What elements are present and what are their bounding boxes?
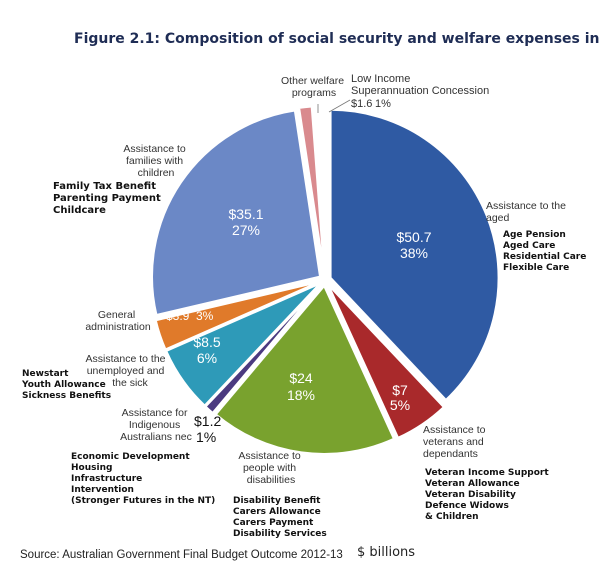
percent-label-lisc: 1% [375,98,391,110]
pie-slice-low-income-superannuation-concession [311,104,326,275]
detail-labels: Age Pension Aged Care Residential Care F… [21,181,589,539]
category-label-unemployed: Assistance to the unemployed and the sic… [86,353,169,389]
pie-slice-assistance-for-indigenous-australians-nec [204,283,322,415]
percent-label-unemployed: 6% [197,350,217,366]
value-label-aged: $50.7 [396,229,431,245]
category-label-indigenous: Assistance for Indigenous Australians ne… [120,407,192,443]
category-label-other: Other welfare programs [281,75,347,99]
pie-slices [151,104,500,455]
pie-slice-general-administration [154,280,320,351]
detail-list-indigenous: Economic Development Housing Infrastruct… [71,452,215,506]
pie-slice-assistance-to-people-with-disabilities [214,284,396,455]
value-label-disabilities: $24 [289,370,313,386]
detail-list-aged: Age Pension Aged Care Residential Care F… [503,230,589,273]
pie-slice-assistance-to-the-unemployed-and-the-sick [164,282,321,407]
category-label-lisc: Low Income Superannuation Concession [351,73,489,97]
value-label-families: $35.1 [228,206,263,222]
category-label-veterans: Assistance to veterans and dependants [423,424,488,460]
chart-title: Figure 2.1: Composition of social securi… [74,31,599,47]
percent-label-admin: 3% [196,309,214,323]
percent-label-families: 27% [232,222,260,238]
percent-label-veterans: 5% [390,397,410,413]
value-label-indigenous: $1.2 [194,413,221,429]
pie-slice-assistance-to-the-aged [329,108,500,402]
detail-list-veterans: Veteran Income Support Veteran Allowance… [425,468,552,522]
detail-list-unemployed: Newstart Youth Allowance Sickness Benefi… [21,369,111,401]
value-labels: $50.7 38% $7 5% $24 18% $1.2 1% $8.5 6% … [166,98,432,445]
pie-slice-assistance-to-veterans-and-dependants [327,284,446,440]
percent-label-disabilities: 18% [287,387,315,403]
unit-label: $ billions [357,545,415,560]
value-label-lisc: $1.6 [351,98,372,110]
category-label-families: Assistance to families with children [123,143,188,179]
detail-list-disabilities: Disability Benefit Carers Allowance Care… [233,496,327,539]
value-label-admin: $3.9 [166,309,190,323]
category-label-aged: Assistance to the aged [486,200,569,224]
leader-lines [317,99,351,113]
percent-label-aged: 38% [400,245,428,261]
category-label-admin: General administration [85,309,151,333]
value-label-veterans: $7 [392,382,408,398]
pie-slice-assistance-to-families-with-children [151,109,322,317]
leader-line-lisc [328,99,351,113]
detail-list-families: Family Tax Benefit Parenting Payment Chi… [53,181,164,216]
value-label-unemployed: $8.5 [193,334,220,350]
category-label-disabilities: Assistance to people with disabilities [238,450,303,486]
source-note: Source: Australian Government Final Budg… [20,549,343,561]
category-labels: Assistance to the aged Assistance to vet… [85,73,569,486]
percent-label-indigenous: 1% [196,429,216,445]
